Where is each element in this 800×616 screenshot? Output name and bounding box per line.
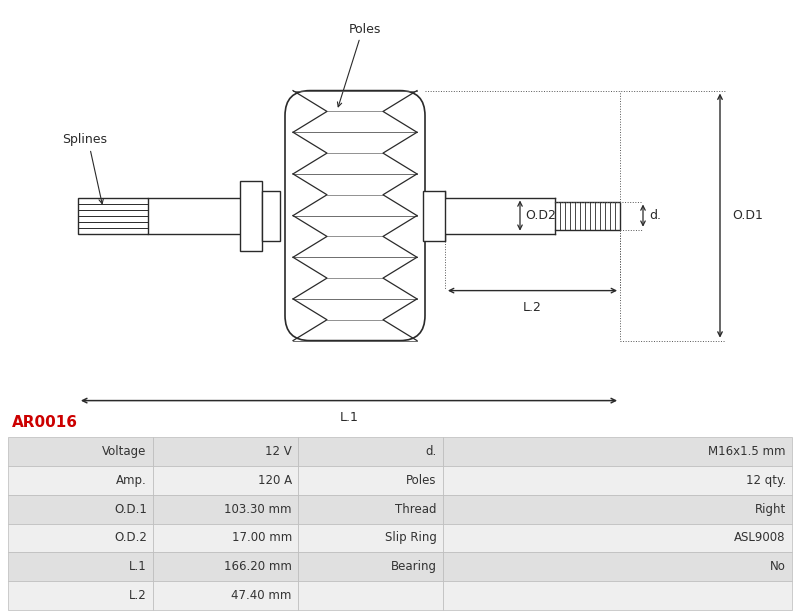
Text: L.1: L.1 bbox=[339, 411, 358, 424]
Text: Poles: Poles bbox=[349, 23, 381, 36]
Bar bbox=[443, 553, 792, 581]
Bar bbox=[8, 466, 153, 495]
Text: 103.30 mm: 103.30 mm bbox=[224, 503, 292, 516]
Bar bbox=[153, 466, 298, 495]
Text: O.D1: O.D1 bbox=[732, 209, 763, 222]
Bar bbox=[298, 466, 443, 495]
Text: Amp.: Amp. bbox=[116, 474, 146, 487]
Text: Splines: Splines bbox=[62, 132, 107, 145]
Bar bbox=[298, 524, 443, 553]
Text: No: No bbox=[770, 560, 786, 573]
Bar bbox=[153, 581, 298, 610]
Bar bbox=[8, 495, 153, 524]
Text: ASL9008: ASL9008 bbox=[734, 532, 786, 545]
Bar bbox=[8, 524, 153, 553]
Text: 17.00 mm: 17.00 mm bbox=[231, 532, 292, 545]
Text: O.D.2: O.D.2 bbox=[114, 532, 146, 545]
Bar bbox=[298, 553, 443, 581]
Bar bbox=[153, 553, 298, 581]
Text: O.D2: O.D2 bbox=[525, 209, 556, 222]
Bar bbox=[298, 437, 443, 466]
Bar bbox=[423, 190, 445, 241]
Text: 166.20 mm: 166.20 mm bbox=[224, 560, 292, 573]
Text: Bearing: Bearing bbox=[391, 560, 437, 573]
Bar bbox=[443, 437, 792, 466]
Bar bbox=[78, 198, 148, 233]
Bar bbox=[8, 581, 153, 610]
Bar bbox=[240, 180, 262, 251]
Bar bbox=[153, 495, 298, 524]
Bar bbox=[443, 466, 792, 495]
Bar bbox=[153, 524, 298, 553]
Text: 47.40 mm: 47.40 mm bbox=[231, 589, 292, 602]
Text: L.2: L.2 bbox=[129, 589, 146, 602]
Bar bbox=[443, 524, 792, 553]
Bar bbox=[443, 495, 792, 524]
Text: 12 V: 12 V bbox=[265, 445, 292, 458]
Text: M16x1.5 mm: M16x1.5 mm bbox=[708, 445, 786, 458]
Text: d.: d. bbox=[649, 209, 661, 222]
Text: 12 qty.: 12 qty. bbox=[746, 474, 786, 487]
FancyBboxPatch shape bbox=[285, 91, 425, 341]
Text: Poles: Poles bbox=[406, 474, 437, 487]
Text: AR0016: AR0016 bbox=[12, 415, 78, 431]
Bar bbox=[8, 553, 153, 581]
Bar bbox=[443, 581, 792, 610]
Text: Thread: Thread bbox=[395, 503, 437, 516]
Text: O.D.1: O.D.1 bbox=[114, 503, 146, 516]
Bar bbox=[8, 437, 153, 466]
Text: Slip Ring: Slip Ring bbox=[385, 532, 437, 545]
Text: 120 A: 120 A bbox=[258, 474, 292, 487]
Bar bbox=[298, 581, 443, 610]
Bar bbox=[555, 201, 620, 230]
Text: Voltage: Voltage bbox=[102, 445, 146, 458]
Bar bbox=[298, 495, 443, 524]
Text: L.1: L.1 bbox=[129, 560, 146, 573]
Text: Right: Right bbox=[754, 503, 786, 516]
Text: d.: d. bbox=[426, 445, 437, 458]
Text: L.2: L.2 bbox=[523, 301, 542, 314]
Bar bbox=[262, 190, 280, 241]
Bar bbox=[153, 437, 298, 466]
